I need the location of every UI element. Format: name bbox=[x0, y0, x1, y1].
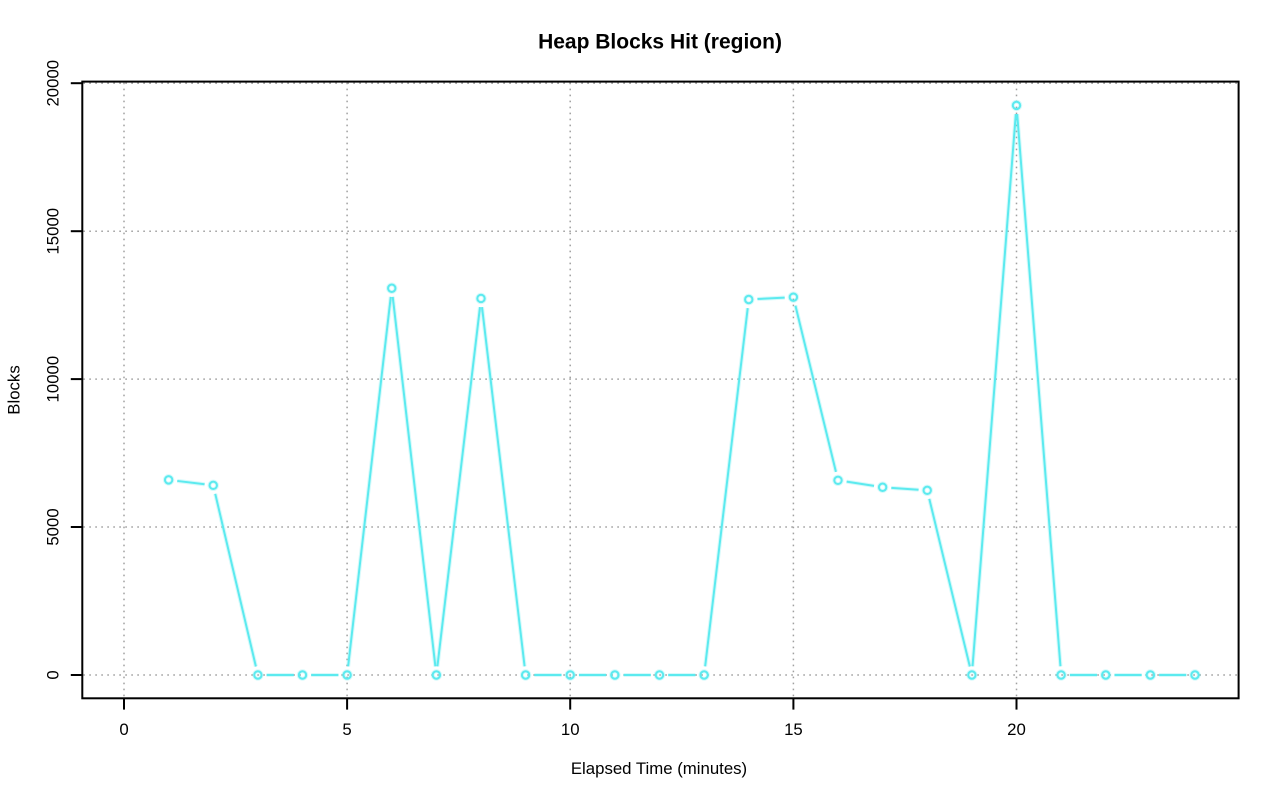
svg-text:15: 15 bbox=[784, 720, 803, 739]
svg-text:Elapsed Time (minutes): Elapsed Time (minutes) bbox=[571, 759, 747, 778]
svg-text:0: 0 bbox=[44, 670, 63, 679]
svg-text:10000: 10000 bbox=[44, 356, 63, 403]
svg-text:20000: 20000 bbox=[44, 60, 63, 107]
svg-text:0: 0 bbox=[119, 720, 128, 739]
svg-text:Heap Blocks Hit (region): Heap Blocks Hit (region) bbox=[538, 31, 782, 54]
svg-text:20: 20 bbox=[1007, 720, 1026, 739]
svg-text:15000: 15000 bbox=[44, 208, 63, 255]
svg-text:5000: 5000 bbox=[44, 508, 63, 545]
svg-text:5: 5 bbox=[342, 720, 351, 739]
svg-text:Blocks: Blocks bbox=[5, 365, 24, 414]
svg-text:10: 10 bbox=[561, 720, 580, 739]
